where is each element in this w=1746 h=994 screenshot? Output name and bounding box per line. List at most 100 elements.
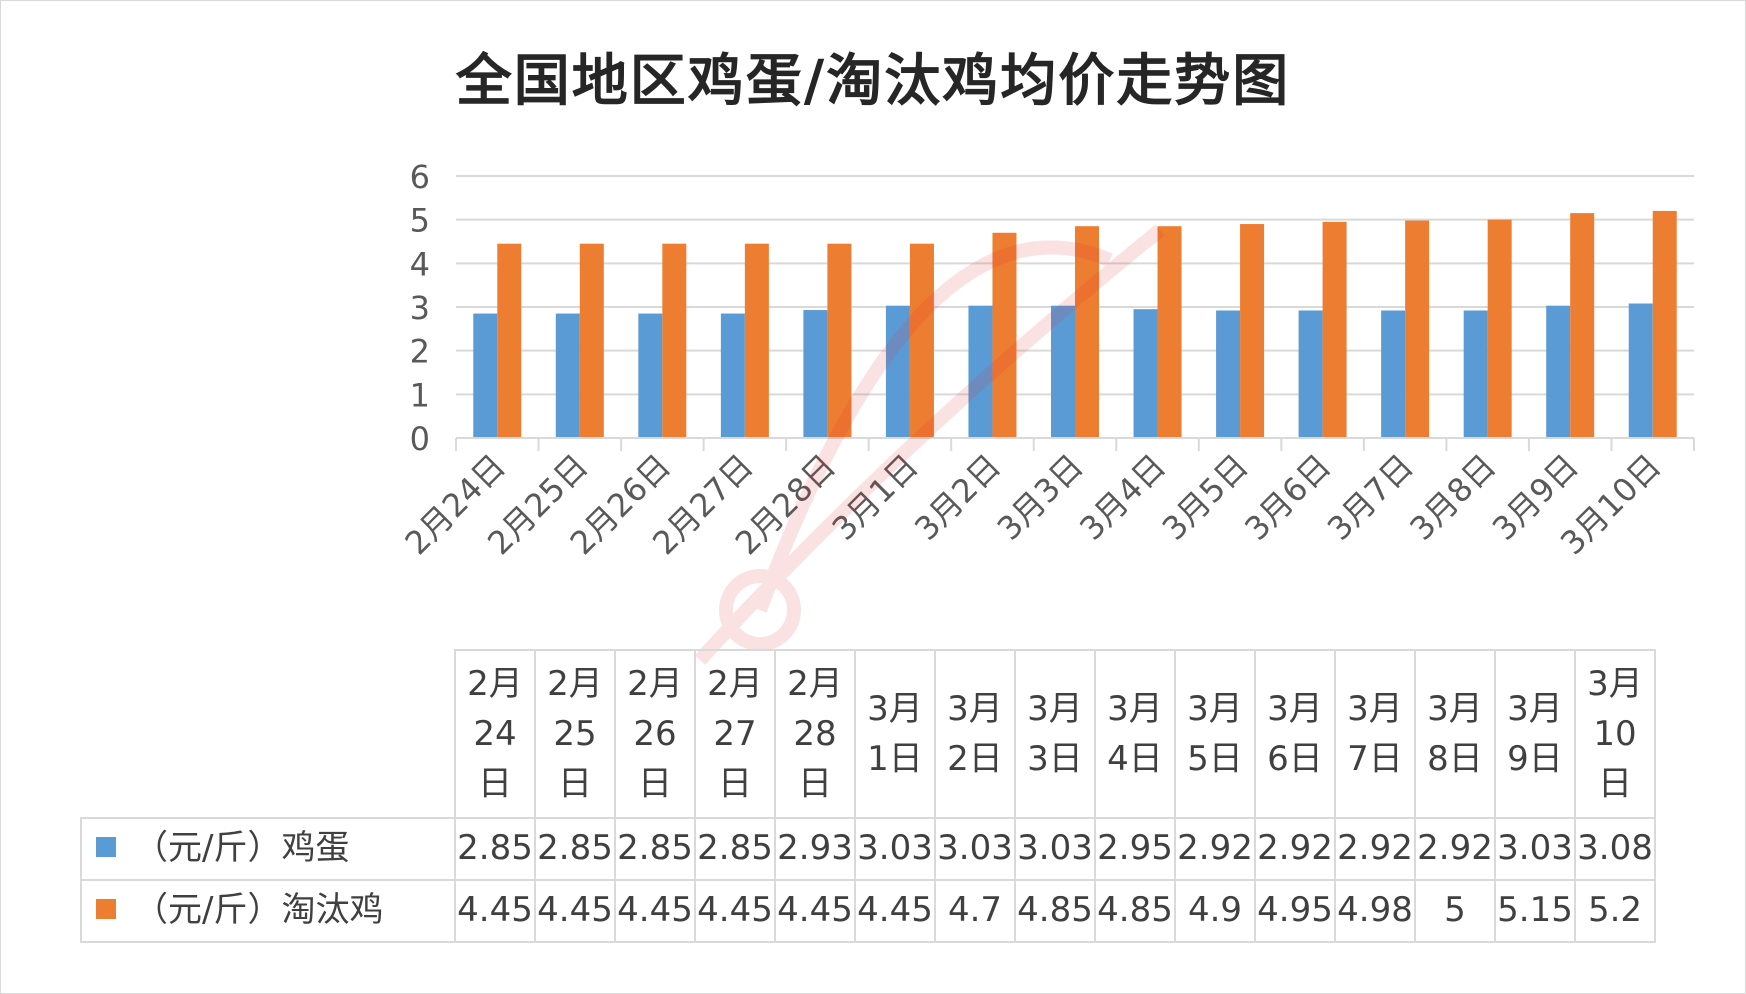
header-line: 3月 — [1107, 689, 1163, 729]
series-label: （元/斤）淘汰鸡 — [80, 879, 456, 943]
table-header-date: 2月 24 日 — [454, 649, 536, 819]
x-axis-tick-labels: 2月24日2月25日2月26日2月27日2月28日3月1日3月2日3月3日3月4… — [398, 447, 1669, 562]
table-header-date: 3月 5日 — [1174, 649, 1256, 819]
header-line: 2月 — [467, 664, 523, 704]
table-cell-value: 4.98 — [1334, 879, 1416, 943]
x-tick-label: 3月3日 — [990, 447, 1091, 548]
table-cell-value: 5.15 — [1494, 879, 1576, 943]
header-line: 2月 — [547, 664, 603, 704]
bar-egg — [1546, 305, 1571, 438]
data-table: 2月 24 日 2月 25 日 2月 26 日 2月 27 日 2月 28 日 3月 1日 3月 2日 3月 3日 3月 4… — [80, 649, 1656, 943]
bar-egg — [638, 313, 663, 438]
y-tick-label: 3 — [410, 289, 430, 327]
table-cell-value: 3.08 — [1574, 817, 1656, 881]
header-line: 5日 — [1187, 739, 1243, 779]
header-line: 6日 — [1267, 739, 1323, 779]
table-cell-value: 3.03 — [854, 817, 936, 881]
header-line: 3月 — [1587, 664, 1643, 704]
bar-egg — [1628, 303, 1653, 438]
bar-cull-hen — [1652, 210, 1677, 438]
series-name: （元/斤）淘汰鸡 — [134, 890, 384, 931]
header-line: 3月 — [1507, 689, 1563, 729]
table-cell-value: 4.85 — [1014, 879, 1096, 943]
bar-cull-hen — [1570, 213, 1595, 438]
table-header-date: 3月 6日 — [1254, 649, 1336, 819]
y-tick-label: 1 — [410, 376, 430, 414]
y-tick-label: 4 — [410, 245, 430, 283]
bar-cull-hen — [1240, 224, 1265, 438]
table-cell-value: 2.85 — [534, 817, 616, 881]
header-line: 2月 — [627, 664, 683, 704]
table-cell-value: 4.95 — [1254, 879, 1336, 943]
table-header-date: 3月 1日 — [854, 649, 936, 819]
header-line: 28 — [793, 714, 837, 754]
bar-cull-hen — [497, 243, 522, 438]
legend-key — [96, 836, 116, 857]
header-line: 3月 — [947, 689, 1003, 729]
table-cell-value: 3.03 — [934, 817, 1016, 881]
table-cell-value: 4.7 — [934, 879, 1016, 943]
bar-egg — [473, 313, 498, 438]
bar-egg — [968, 305, 993, 438]
y-tick-label: 2 — [410, 333, 430, 371]
header-line: 24 — [473, 714, 517, 754]
table-corner — [81, 650, 456, 819]
table-header-date: 2月 25 日 — [534, 649, 616, 819]
bar-egg — [555, 313, 580, 438]
bar-cull-hen — [909, 243, 934, 438]
y-tick-label: 6 — [410, 158, 430, 196]
table-cell-value: 4.85 — [1094, 879, 1176, 943]
table-header-date: 3月 3日 — [1014, 649, 1096, 819]
header-line: 3月 — [1427, 689, 1483, 729]
bar-cull-hen — [1157, 226, 1182, 438]
table-cell-value: 4.45 — [454, 879, 536, 943]
bar-egg — [1133, 309, 1158, 438]
x-tick-label: 3月4日 — [1072, 447, 1173, 548]
table-header-date: 2月 28 日 — [774, 649, 856, 819]
table-header-date: 3月 7日 — [1334, 649, 1416, 819]
chart-title: 全国地区鸡蛋/淘汰鸡均价走势图 — [455, 49, 1291, 114]
table-cell-value: 4.45 — [774, 879, 856, 943]
table-header-date: 3月 8日 — [1414, 649, 1496, 819]
table-header-date: 3月 4日 — [1094, 649, 1176, 819]
header-line: 26 — [633, 714, 677, 754]
table-cell-value: 2.95 — [1094, 817, 1176, 881]
header-line: 2月 — [787, 664, 843, 704]
table-header-date: 2月 27 日 — [694, 649, 776, 819]
table-cell-value: 4.45 — [614, 879, 696, 943]
header-line: 2日 — [947, 739, 1003, 779]
header-line: 日 — [1598, 764, 1632, 804]
header-line: 7日 — [1347, 739, 1403, 779]
header-line: 4日 — [1107, 739, 1163, 779]
table-header-date: 2月 26 日 — [614, 649, 696, 819]
bar-egg — [1298, 310, 1323, 438]
table-cell-value: 2.85 — [694, 817, 776, 881]
bar-cull-hen — [1405, 220, 1430, 438]
header-line: 日 — [718, 764, 752, 804]
header-line: 3月 — [1347, 689, 1403, 729]
bar-cull-hen — [579, 243, 604, 438]
table-row: （元/斤）淘汰鸡 4.45 4.45 4.45 4.45 4.45 4.45 4.7 4.85 4… — [80, 879, 1656, 943]
bar-cull-hen — [1075, 226, 1099, 438]
header-line: 日 — [798, 764, 832, 804]
bar-cull-hen — [992, 232, 1017, 438]
x-tick-label: 3月8日 — [1402, 447, 1503, 548]
header-line: 3月 — [1027, 689, 1083, 729]
table-cell-value: 2.93 — [774, 817, 856, 881]
series-label: （元/斤）鸡蛋 — [80, 817, 456, 881]
bar-cull-hen — [662, 243, 687, 438]
table-header-date: 3月 9日 — [1494, 649, 1576, 819]
bars — [473, 210, 1677, 438]
series-name: （元/斤）鸡蛋 — [134, 828, 350, 869]
header-line: 日 — [478, 764, 512, 804]
table-cell-value: 3.03 — [1494, 817, 1576, 881]
y-tick-label: 5 — [410, 202, 430, 240]
bar-egg — [885, 305, 910, 438]
table-cell-value: 2.85 — [614, 817, 696, 881]
bar-egg — [720, 313, 745, 438]
header-line: 3日 — [1027, 739, 1083, 779]
header-line: 25 — [553, 714, 597, 754]
header-line: 3月 — [867, 689, 923, 729]
bar-egg — [1051, 305, 1075, 438]
table-cell-value: 4.45 — [694, 879, 776, 943]
